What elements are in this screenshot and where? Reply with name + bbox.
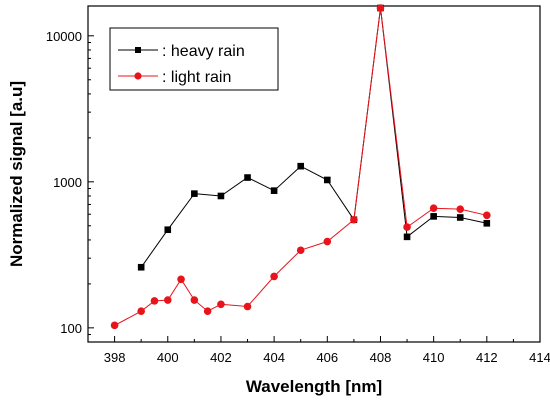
series-line-0 — [140, 7, 487, 268]
series-0-point — [323, 176, 331, 184]
series-1-point — [150, 297, 159, 305]
x-tick-label: 398 — [104, 350, 126, 365]
x-tick-label: 410 — [423, 350, 445, 365]
series-0-point — [270, 187, 278, 194]
series-1-point — [429, 204, 438, 212]
x-tick-label: 414 — [529, 350, 550, 365]
y-axis-ticks: 100 1000 10000 — [46, 29, 94, 343]
series-1-point — [137, 307, 145, 316]
series-0-point — [430, 213, 437, 220]
series-0-point — [483, 219, 491, 227]
series-1-point — [350, 215, 358, 224]
series-1-point — [483, 211, 491, 220]
series-1-point — [243, 302, 252, 311]
series-0-point — [164, 226, 172, 234]
series-1-point — [217, 300, 225, 309]
x-tick-label: 402 — [210, 350, 232, 365]
x-tick-label: 408 — [370, 350, 392, 365]
x-tick-label: 404 — [263, 350, 285, 365]
x-tick-label: 406 — [316, 350, 338, 365]
x-tick-label: 412 — [476, 350, 498, 365]
series-0-point — [297, 162, 305, 170]
legend-heavy-label: : heavy rain — [162, 43, 245, 60]
series-1-point — [190, 296, 199, 304]
series-0-point — [244, 174, 251, 181]
series-0-point — [191, 190, 198, 197]
series-1-point — [403, 223, 411, 231]
x-axis-ticks: 398 400 402 404 406 408 410 412 414 — [104, 336, 550, 365]
plot-frame — [87, 5, 541, 343]
legend-heavy-marker — [135, 47, 141, 53]
legend-light-marker — [134, 72, 142, 80]
y-tick-label: 1000 — [53, 175, 82, 190]
x-tick-label: 400 — [157, 350, 179, 365]
series-0-point — [456, 214, 464, 221]
series-1-point — [270, 272, 278, 281]
series-1-point — [163, 296, 172, 304]
series-1-point — [296, 246, 305, 255]
legend: : heavy rain : light rain — [109, 27, 279, 91]
series-0-point — [137, 263, 145, 271]
legend-box — [109, 27, 279, 91]
series-1-point — [203, 307, 212, 316]
legend-light-label: : light rain — [162, 69, 231, 86]
series-1-point — [177, 275, 185, 284]
y-tick-label: 100 — [60, 321, 82, 336]
series-0-point — [217, 192, 225, 200]
series-1-point — [376, 4, 385, 12]
x-axis-title: Wavelength [nm] — [246, 377, 382, 396]
series-0-point — [403, 233, 411, 241]
series-layer — [110, 4, 491, 330]
y-tick-label: 10000 — [46, 29, 82, 44]
series-1-point — [110, 321, 119, 330]
y-axis-title: Normalized signal [a.u] — [7, 81, 26, 267]
series-1-point — [456, 205, 465, 213]
series-1-point — [323, 237, 332, 246]
